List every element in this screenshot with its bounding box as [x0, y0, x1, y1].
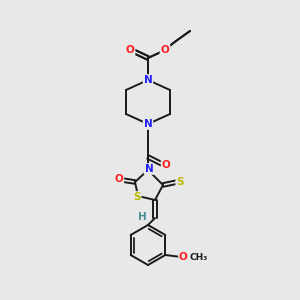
- Text: O: O: [160, 45, 169, 55]
- Text: O: O: [126, 45, 134, 55]
- Text: H: H: [138, 212, 146, 222]
- Text: O: O: [160, 45, 169, 55]
- Text: S: S: [176, 177, 184, 187]
- Text: S: S: [133, 192, 141, 202]
- Text: N: N: [144, 75, 152, 85]
- Text: O: O: [162, 160, 170, 170]
- Text: O: O: [126, 45, 134, 55]
- Text: CH₃: CH₃: [189, 254, 208, 262]
- Text: O: O: [115, 174, 123, 184]
- Text: O: O: [179, 252, 188, 262]
- Text: N: N: [144, 119, 152, 129]
- Text: N: N: [145, 164, 153, 174]
